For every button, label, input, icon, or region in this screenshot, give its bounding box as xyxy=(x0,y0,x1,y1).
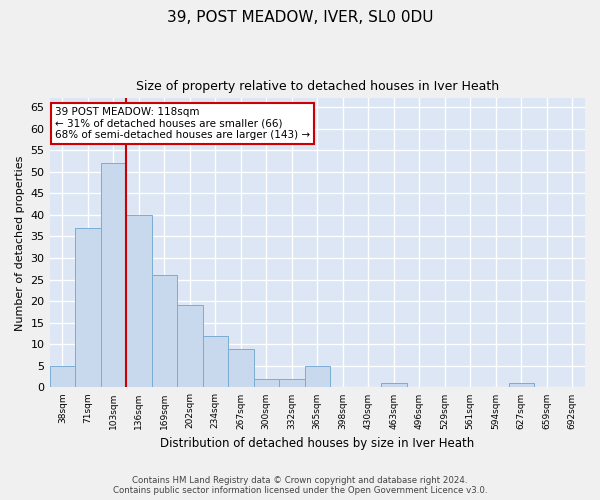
Bar xyxy=(152,275,177,388)
Bar xyxy=(279,379,305,388)
Y-axis label: Number of detached properties: Number of detached properties xyxy=(15,155,25,330)
Bar xyxy=(381,383,407,388)
Bar xyxy=(75,228,101,388)
Bar xyxy=(509,383,534,388)
Title: Size of property relative to detached houses in Iver Heath: Size of property relative to detached ho… xyxy=(136,80,499,93)
Bar xyxy=(254,379,279,388)
Bar xyxy=(177,306,203,388)
Bar xyxy=(126,215,152,388)
Bar xyxy=(101,163,126,388)
Bar xyxy=(228,348,254,388)
Bar xyxy=(305,366,330,388)
Text: 39 POST MEADOW: 118sqm
← 31% of detached houses are smaller (66)
68% of semi-det: 39 POST MEADOW: 118sqm ← 31% of detached… xyxy=(55,107,310,140)
Text: 39, POST MEADOW, IVER, SL0 0DU: 39, POST MEADOW, IVER, SL0 0DU xyxy=(167,10,433,25)
Text: Contains HM Land Registry data © Crown copyright and database right 2024.
Contai: Contains HM Land Registry data © Crown c… xyxy=(113,476,487,495)
X-axis label: Distribution of detached houses by size in Iver Heath: Distribution of detached houses by size … xyxy=(160,437,475,450)
Bar xyxy=(50,366,75,388)
Bar xyxy=(203,336,228,388)
